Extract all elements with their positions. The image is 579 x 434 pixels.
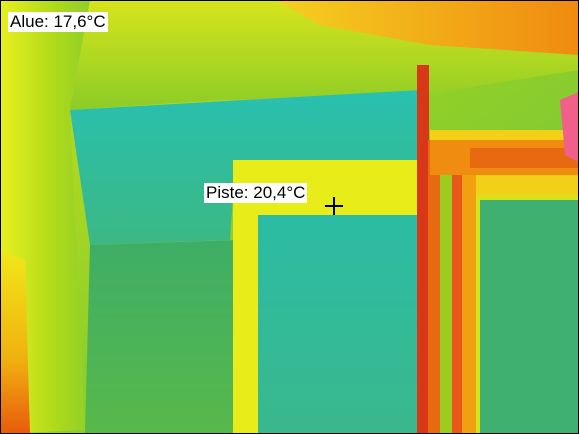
- spot-temperature-label: Piste: 20,4°C: [204, 183, 308, 203]
- area-temperature-label: Alue: 17,6°C: [8, 12, 108, 32]
- crosshair-icon: [325, 197, 343, 215]
